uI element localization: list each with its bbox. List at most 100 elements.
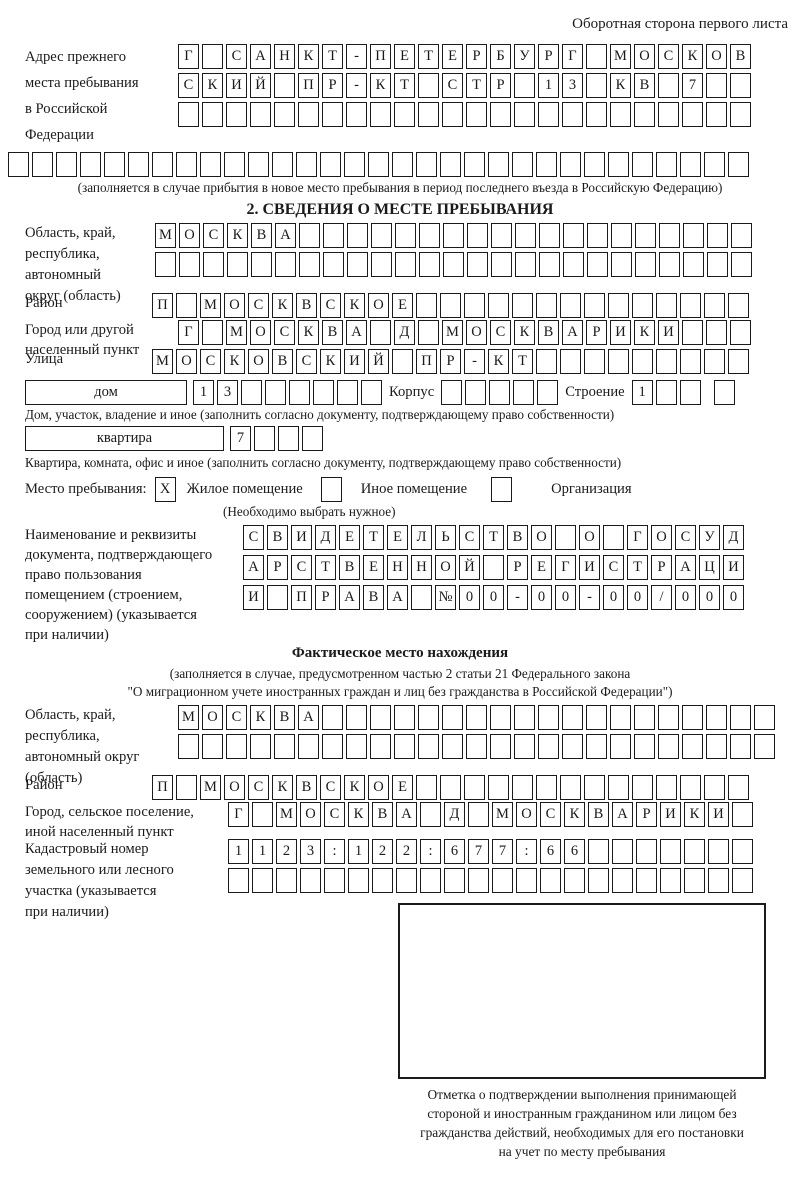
char-box <box>728 775 749 800</box>
actual-location-title: Фактическое место нахождения <box>291 645 509 661</box>
char-box <box>610 734 631 759</box>
char-box <box>203 252 224 277</box>
char-box <box>418 705 439 730</box>
char-box <box>538 705 559 730</box>
char-box <box>680 349 701 374</box>
char-box <box>586 102 607 127</box>
char-box: О <box>248 349 269 374</box>
char-box: 7 <box>682 73 703 98</box>
char-box: У <box>514 44 535 69</box>
char-box <box>515 223 536 248</box>
char-box <box>728 293 749 318</box>
char-box <box>708 868 729 893</box>
char-box: В <box>272 349 293 374</box>
char-box: С <box>248 775 269 800</box>
char-box: В <box>267 525 288 550</box>
house-extra-row <box>713 380 738 405</box>
char-box <box>361 380 382 405</box>
char-box <box>155 252 176 277</box>
char-box <box>555 525 576 550</box>
char-box <box>730 705 751 730</box>
char-box: И <box>226 73 247 98</box>
char-box <box>420 802 441 827</box>
char-box <box>683 223 704 248</box>
char-box: Й <box>250 73 271 98</box>
char-box <box>370 102 391 127</box>
korpus-row <box>441 380 561 405</box>
char-box <box>611 252 632 277</box>
city-label: Город или другой населенный пункт <box>25 322 140 358</box>
char-box <box>248 152 269 177</box>
char-box: А <box>675 555 696 580</box>
char-box: К <box>344 775 365 800</box>
char-box <box>128 152 149 177</box>
char-box <box>515 252 536 277</box>
char-box <box>176 152 197 177</box>
char-box <box>732 839 753 864</box>
char-box <box>730 73 751 98</box>
char-box <box>442 102 463 127</box>
char-box <box>680 293 701 318</box>
char-box: Т <box>418 44 439 69</box>
char-box: В <box>296 293 317 318</box>
char-box: А <box>275 223 296 248</box>
char-box <box>394 102 415 127</box>
char-box <box>707 252 728 277</box>
char-box <box>732 802 753 827</box>
char-box: С <box>459 525 480 550</box>
char-box: О <box>368 293 389 318</box>
char-box: 0 <box>699 585 720 610</box>
char-box <box>322 705 343 730</box>
char-box <box>252 868 273 893</box>
char-box <box>656 293 677 318</box>
char-box <box>684 868 705 893</box>
char-box: М <box>276 802 297 827</box>
char-box <box>152 152 173 177</box>
char-box: О <box>202 705 223 730</box>
char-box <box>347 223 368 248</box>
char-box <box>634 102 655 127</box>
char-box: № <box>435 585 456 610</box>
char-box: Г <box>178 44 199 69</box>
char-box <box>514 734 535 759</box>
char-box: И <box>658 320 679 345</box>
char-box <box>488 152 509 177</box>
char-box <box>346 705 367 730</box>
checkbox-residential: X <box>154 476 176 502</box>
char-box <box>588 839 609 864</box>
char-box <box>265 380 286 405</box>
char-box: И <box>344 349 365 374</box>
char-box: Г <box>562 44 583 69</box>
char-box: М <box>152 349 173 374</box>
char-box: А <box>298 705 319 730</box>
char-box <box>706 734 727 759</box>
char-box <box>659 223 680 248</box>
actual-region-field: Область, край, республика, автономный ок… <box>8 705 792 786</box>
char-box: В <box>507 525 528 550</box>
char-box <box>680 775 701 800</box>
char-box <box>536 293 557 318</box>
char-box: Й <box>368 349 389 374</box>
char-box: К <box>514 320 535 345</box>
char-box: С <box>324 802 345 827</box>
char-row <box>178 734 778 759</box>
char-box: - <box>346 44 367 69</box>
char-box <box>538 734 559 759</box>
char-box <box>634 705 655 730</box>
char-box <box>704 293 725 318</box>
char-box: 0 <box>459 585 480 610</box>
char-box <box>684 839 705 864</box>
char-box: Г <box>228 802 249 827</box>
char-box: А <box>562 320 583 345</box>
char-box <box>635 252 656 277</box>
char-box <box>560 775 581 800</box>
char-box: Б <box>490 44 511 69</box>
char-box <box>466 102 487 127</box>
char-box: 2 <box>276 839 297 864</box>
char-box: Д <box>444 802 465 827</box>
char-box <box>708 839 729 864</box>
char-box: О <box>651 525 672 550</box>
char-box <box>584 349 605 374</box>
char-box <box>322 734 343 759</box>
